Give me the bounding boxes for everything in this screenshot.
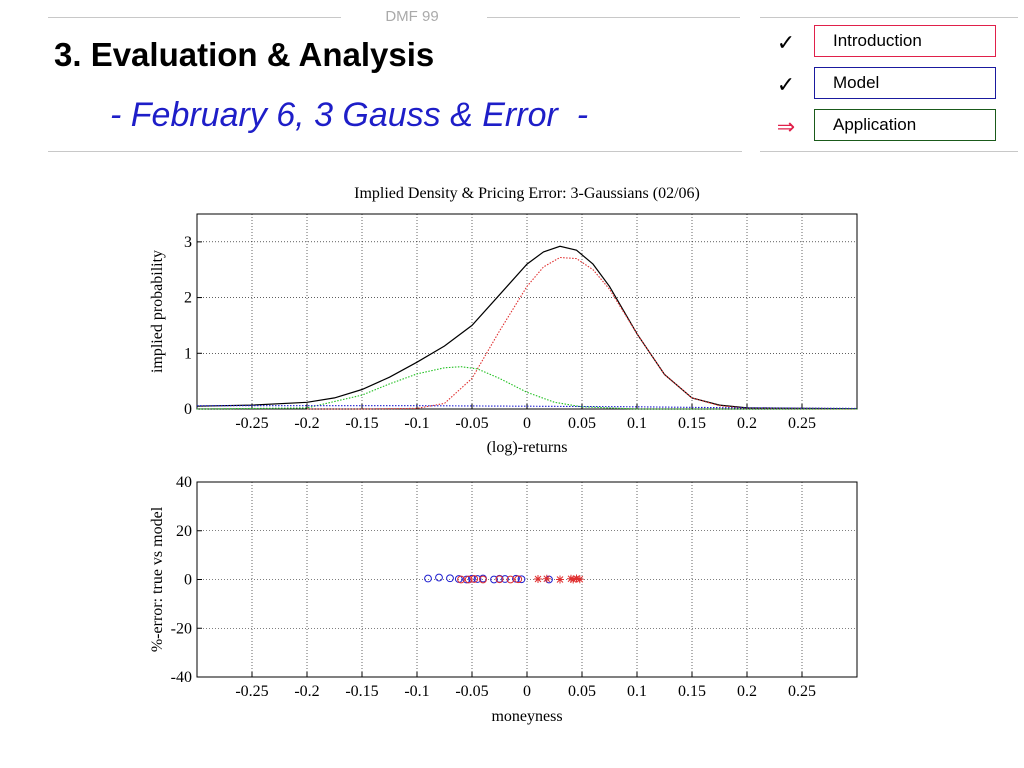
chart2-x-tick-label: -0.2 <box>294 683 319 700</box>
header-rule-bottom <box>48 151 742 152</box>
chart2-point-circle <box>446 574 454 583</box>
chart1-y-tick-label: 1 <box>184 345 192 362</box>
nav-rule-top <box>760 17 1018 18</box>
chart2-point-circle <box>517 575 526 584</box>
chart2-y-tick-label: 0 <box>184 572 192 589</box>
chart1-x-tick-label: -0.05 <box>455 415 488 432</box>
chart2-point-circle <box>473 575 482 583</box>
chart1-series-4-line <box>197 405 858 409</box>
header-tag: DMF 99 <box>385 8 439 25</box>
chart2-point-circle <box>479 575 487 584</box>
chart2-point-circle <box>490 575 498 584</box>
chart2-point-circle <box>514 575 523 584</box>
chart1-x-tick-label: -0.2 <box>294 415 319 432</box>
arrow-right-icon: ⇒ <box>776 114 796 139</box>
chart2-x-tick-label: 0.1 <box>627 683 647 700</box>
slide-subtitle: - February 6, 3 Gauss & Error - <box>110 96 589 134</box>
chart1-y-tick-label: 0 <box>184 401 192 418</box>
chart2-point-star <box>542 574 551 583</box>
check-icon: ✓ <box>776 72 796 97</box>
chart2-point-circle <box>470 575 479 583</box>
header-rule-left <box>48 17 341 18</box>
chart2-y-tick-label: -20 <box>171 620 192 637</box>
chart2-point-star <box>567 574 575 583</box>
header-rule-right <box>487 17 740 18</box>
chart2-x-tick-label: 0 <box>523 683 531 700</box>
chart1-x-tick-label: 0.25 <box>788 415 816 432</box>
chart1-series-1-line <box>196 245 858 410</box>
chart2-point-circle <box>462 575 471 584</box>
chart1-y-tick-label: 2 <box>184 290 192 307</box>
chart2-point-circle <box>424 574 432 583</box>
chart2-x-tick-label: 0.15 <box>678 683 706 700</box>
chart2-point-circle <box>464 575 473 584</box>
chart1-x-tick-label: 0.2 <box>737 415 757 432</box>
chart1-x-tick-label: -0.1 <box>404 415 429 432</box>
chart2-y-axis-label: %-error: true vs model <box>149 506 166 652</box>
chart1-series-3-line <box>196 366 857 410</box>
slide-title: 3. Evaluation & Analysis <box>54 36 435 73</box>
chart1-x-tick-label: 0.15 <box>678 415 706 432</box>
nav-item-introduction[interactable]: Introduction <box>814 25 996 57</box>
nav-item-application[interactable]: Application <box>814 109 996 141</box>
chart2-x-tick-label: -0.05 <box>455 683 488 700</box>
chart1-x-tick-label: 0.1 <box>627 415 647 432</box>
chart2-point-circle <box>435 573 443 582</box>
chart1-y-tick-label: 3 <box>184 234 192 251</box>
chart2-point-star <box>534 575 542 584</box>
chart2-x-tick-label: -0.1 <box>404 683 429 700</box>
chart2-x-tick-label: -0.15 <box>345 683 378 700</box>
chart2-point-circle <box>495 575 504 584</box>
chart2-x-tick-label: 0.05 <box>568 683 596 700</box>
chart2-x-tick-label: -0.25 <box>235 683 268 700</box>
chart1-series-2-line <box>307 256 858 410</box>
chart2-y-tick-label: 20 <box>176 523 192 540</box>
chart2-y-tick-label: -40 <box>171 669 192 686</box>
chart1-x-axis-label: (log)-returns <box>487 439 568 456</box>
chart1-y-axis-label: implied probability <box>149 250 166 373</box>
chart1-x-tick-label: 0 <box>523 415 531 432</box>
chart1-x-tick-label: -0.25 <box>235 415 268 432</box>
chart2-point-circle <box>501 575 509 583</box>
chart2-y-tick-label: 40 <box>176 474 192 491</box>
chart2-point-star <box>569 575 578 584</box>
chart1-x-tick-label: -0.15 <box>345 415 378 432</box>
chart1-title: Implied Density & Pricing Error: 3-Gauss… <box>354 185 700 202</box>
nav-rule-bottom <box>760 151 1018 152</box>
chart2-point-circle <box>506 575 515 584</box>
chart2-x-tick-label: 0.2 <box>737 683 757 700</box>
chart1-x-tick-label: 0.05 <box>568 415 596 432</box>
chart2-point-circle <box>457 575 465 584</box>
chart2-point-star <box>572 574 581 583</box>
chart2-x-tick-label: 0.25 <box>788 683 816 700</box>
chart2-x-axis-label: moneyness <box>491 708 562 725</box>
check-icon: ✓ <box>776 30 796 55</box>
nav-item-model[interactable]: Model <box>814 67 996 99</box>
chart2-point-star <box>575 575 584 584</box>
chart2-point-star <box>556 575 564 584</box>
